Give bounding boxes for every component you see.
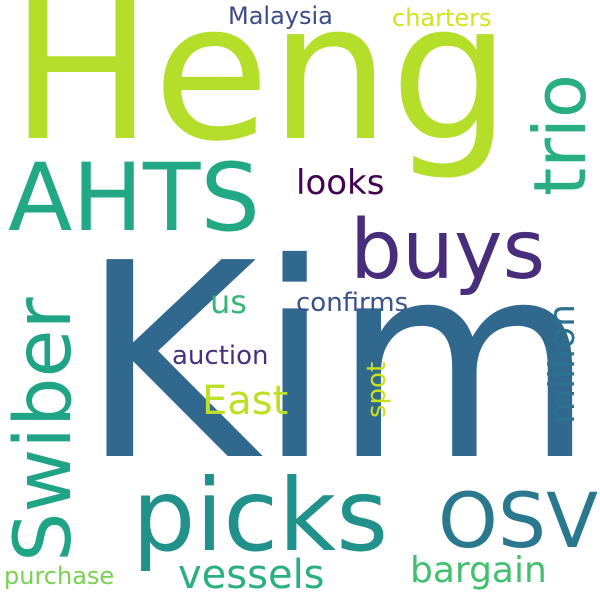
word-picks: picks: [132, 457, 389, 574]
word-malaysia: Malaysia: [228, 2, 333, 30]
word-heng: Heng: [10, 0, 511, 183]
word-charters: charters: [392, 4, 492, 32]
word-million: million: [542, 304, 583, 424]
word-vessels: vessels: [178, 552, 325, 598]
word-trio: trio: [518, 74, 600, 196]
word-buys: buys: [350, 203, 546, 298]
word-purchase: purchase: [4, 562, 115, 590]
word-osv: OSV: [438, 476, 599, 565]
word-swiber: Swiber: [0, 297, 89, 562]
word-ahts: AHTS: [8, 144, 261, 253]
word-confirms: confirms: [296, 288, 409, 318]
word-kim: Kim: [80, 205, 596, 520]
word-bargain: bargain: [410, 550, 547, 591]
word-us: us: [210, 283, 247, 321]
word-spot: spot: [362, 361, 392, 418]
word-east: East: [202, 378, 289, 424]
word-auction: auction: [172, 341, 269, 371]
word-looks: looks: [296, 163, 385, 203]
